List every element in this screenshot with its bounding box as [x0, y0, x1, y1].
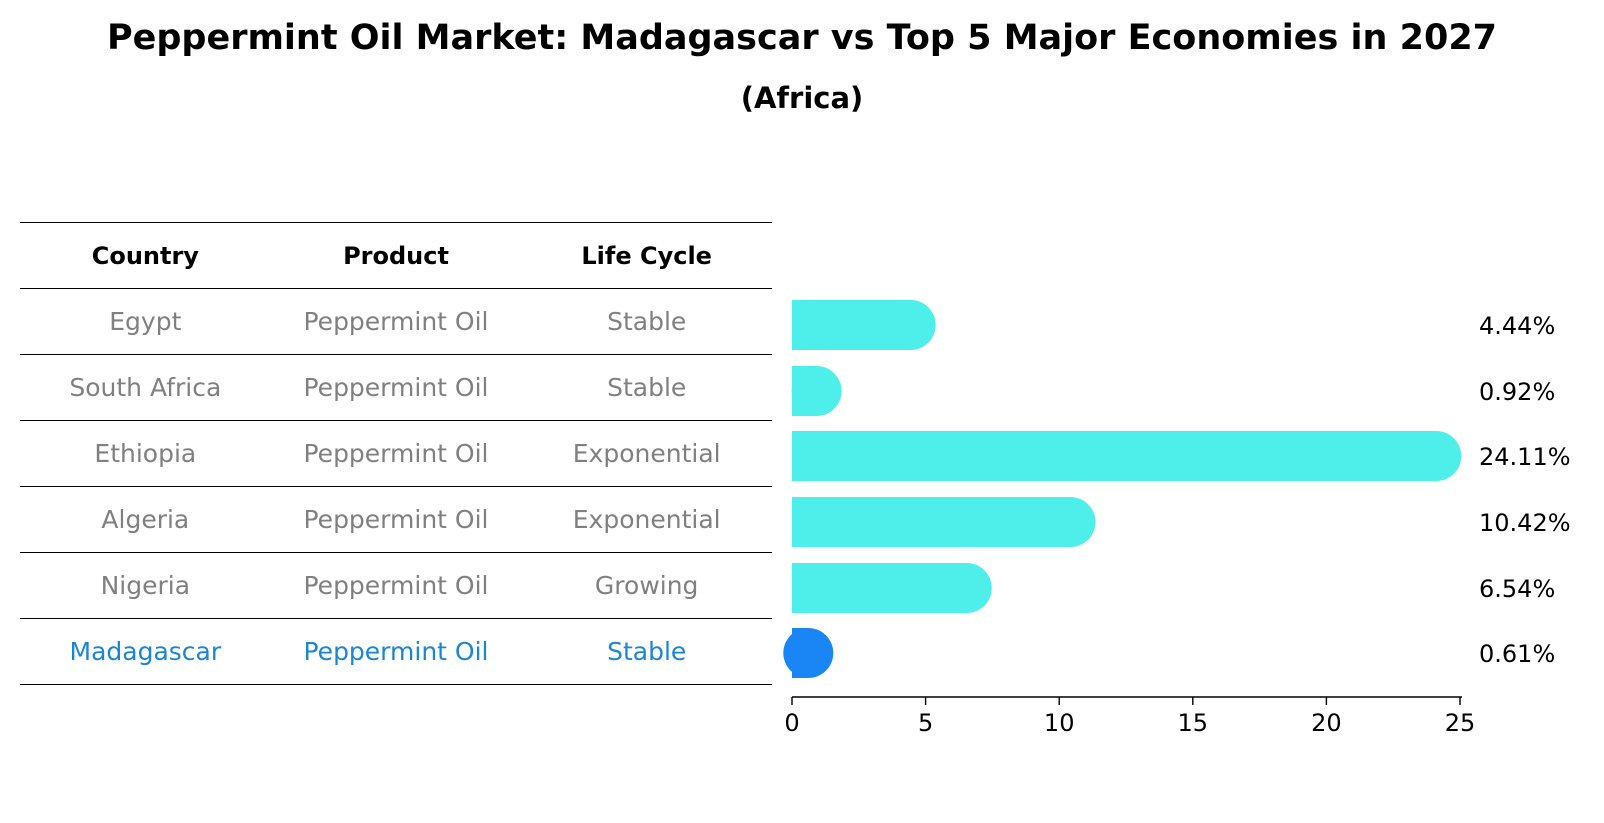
bar-value-label: 10.42%: [1479, 509, 1571, 537]
life-cycle-cell: Stable: [607, 637, 687, 666]
bar: [792, 431, 1437, 481]
bar-value-label: 0.92%: [1479, 378, 1555, 406]
x-tick-label: 15: [1178, 709, 1209, 737]
product-cell: Peppermint Oil: [303, 637, 489, 666]
country-cell: South Africa: [69, 373, 222, 402]
x-tick-label: 25: [1445, 709, 1476, 737]
header-country: Country: [91, 241, 199, 270]
product-cell: Peppermint Oil: [303, 373, 489, 402]
bar: [792, 563, 967, 613]
bar-cap: [885, 300, 936, 350]
country-cell: Nigeria: [100, 571, 191, 600]
product-cell: Peppermint Oil: [303, 307, 489, 336]
bar-cap: [1045, 497, 1096, 547]
chart-subtitle: (Africa): [740, 81, 864, 115]
product-cell: Peppermint Oil: [303, 571, 489, 600]
bar-value-label: 0.61%: [1479, 640, 1555, 668]
bar-value-label: 24.11%: [1479, 443, 1571, 471]
bar-cap: [783, 628, 834, 678]
bar-value-label: 4.44%: [1479, 312, 1555, 340]
bar: [792, 497, 1071, 547]
data-table: Country Product Life Cycle Egypt Pepperm…: [20, 222, 772, 685]
table-row: Ethiopia Peppermint Oil Exponential: [20, 421, 772, 487]
table-row: Algeria Peppermint Oil Exponential: [20, 487, 772, 553]
country-cell: Egypt: [109, 307, 182, 336]
x-tick-label: 0: [784, 709, 799, 737]
table-row-highlight: Madagascar Peppermint Oil Stable: [20, 619, 772, 685]
life-cycle-cell: Exponential: [572, 505, 721, 534]
table-row: Nigeria Peppermint Oil Growing: [20, 553, 772, 619]
header-life-cycle: Life Cycle: [581, 241, 712, 270]
x-tick-label: 10: [1044, 709, 1075, 737]
life-cycle-cell: Stable: [607, 307, 687, 336]
x-tick-label: 5: [918, 709, 933, 737]
country-cell: Madagascar: [69, 637, 222, 666]
life-cycle-cell: Growing: [594, 571, 699, 600]
product-cell: Peppermint Oil: [303, 505, 489, 534]
bar-value-label: 6.54%: [1479, 575, 1555, 603]
header-product: Product: [343, 241, 449, 270]
x-tick-label: 20: [1311, 709, 1342, 737]
life-cycle-cell: Exponential: [572, 439, 721, 468]
chart-title: Peppermint Oil Market: Madagascar vs Top…: [106, 18, 1498, 58]
table-row: Egypt Peppermint Oil Stable: [20, 289, 772, 355]
product-cell: Peppermint Oil: [303, 439, 489, 468]
country-cell: Algeria: [101, 505, 190, 534]
bar-cap: [941, 563, 992, 613]
table-header-row: Country Product Life Cycle: [20, 223, 772, 289]
life-cycle-cell: Stable: [607, 373, 687, 402]
table-row: South Africa Peppermint Oil Stable: [20, 355, 772, 421]
bar-cap: [1411, 431, 1462, 481]
bar-cap: [791, 366, 842, 416]
country-cell: Ethiopia: [94, 439, 197, 468]
